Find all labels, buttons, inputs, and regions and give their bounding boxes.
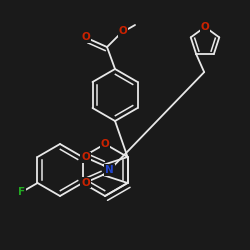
Text: O: O [81,178,90,188]
Text: N: N [105,165,114,175]
Text: F: F [18,187,26,197]
Text: O: O [82,32,90,42]
Text: O: O [119,26,128,36]
Text: O: O [200,22,209,32]
Text: O: O [81,152,90,162]
Text: O: O [101,139,110,149]
